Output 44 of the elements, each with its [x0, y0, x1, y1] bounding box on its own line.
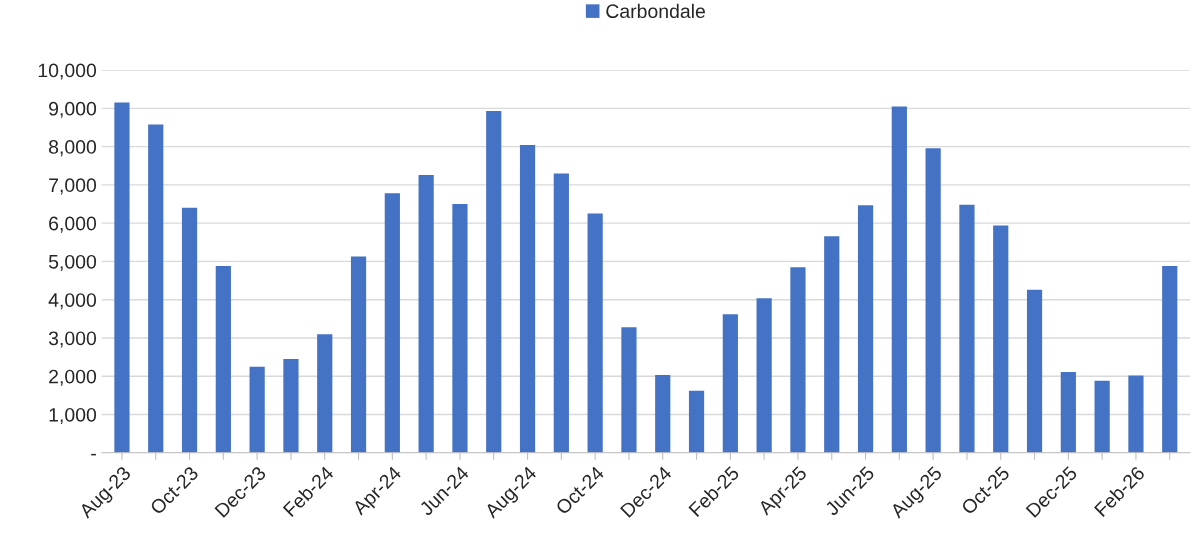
- bar: [519, 145, 536, 453]
- bar: [688, 390, 705, 453]
- bar: [181, 207, 198, 453]
- y-tick-label: 4,000: [48, 293, 97, 310]
- bar: [756, 298, 772, 453]
- y-tick-label: 6,000: [49, 216, 97, 233]
- bar: [621, 327, 637, 453]
- bar: [1026, 289, 1043, 453]
- bar: [249, 366, 265, 453]
- bar: [587, 213, 603, 453]
- bar: [959, 204, 975, 453]
- bar: [655, 375, 671, 453]
- bar: [891, 106, 907, 453]
- bar: [452, 204, 468, 453]
- bar: [384, 193, 400, 453]
- bar: [486, 111, 502, 453]
- bar: [215, 266, 231, 453]
- bar: [1162, 266, 1178, 453]
- y-tick-label: 9,000: [49, 101, 97, 118]
- y-tick-label: 3,000: [48, 331, 97, 348]
- bar: [114, 102, 130, 453]
- y-tick-label: 7,000: [49, 178, 97, 195]
- bar: [283, 359, 299, 453]
- y-tick-label: 10,000: [38, 63, 97, 80]
- bar: [993, 225, 1009, 453]
- y-tick-label: 5,000: [48, 254, 97, 271]
- bar: [148, 124, 164, 453]
- legend-label: Carbondale: [606, 3, 705, 19]
- bar: [1094, 380, 1110, 453]
- y-tick-label: 8,000: [48, 140, 97, 157]
- bar: [1060, 372, 1076, 453]
- y-tick-label: 1,000: [49, 407, 97, 425]
- y-tick-label: 2,000: [49, 369, 97, 386]
- bar: [317, 334, 333, 453]
- bar: [790, 267, 806, 453]
- bar: [722, 314, 738, 453]
- bar: [553, 173, 569, 453]
- bar: [1128, 375, 1144, 453]
- bar: [857, 205, 874, 453]
- bar: [350, 256, 367, 453]
- bar: [925, 148, 941, 453]
- bar: [418, 174, 434, 453]
- y-tick-label: -: [91, 453, 96, 456]
- bar: [824, 236, 840, 453]
